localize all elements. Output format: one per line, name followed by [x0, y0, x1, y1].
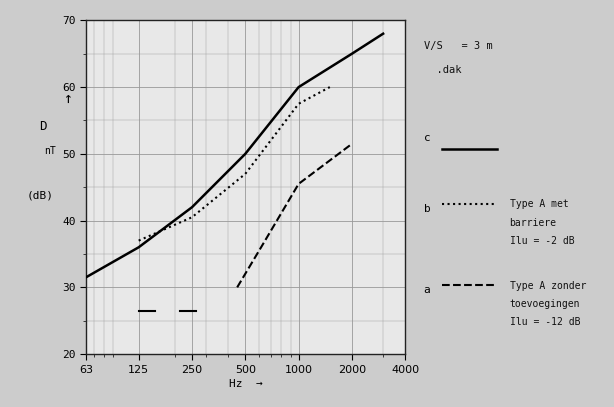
Text: nT: nT: [44, 146, 56, 155]
Text: (dB): (dB): [26, 190, 53, 200]
Text: V/S   = 3 m: V/S = 3 m: [424, 41, 492, 51]
Text: a: a: [424, 285, 430, 295]
Text: b: b: [424, 204, 430, 214]
Text: .dak: .dak: [424, 65, 461, 75]
Text: barriere: barriere: [510, 218, 557, 228]
Text: Ilu = -12 dB: Ilu = -12 dB: [510, 317, 580, 328]
Text: ↓: ↓: [60, 90, 69, 105]
Text: Type A zonder: Type A zonder: [510, 281, 586, 291]
Text: Ilu = -2 dB: Ilu = -2 dB: [510, 236, 574, 246]
X-axis label: Hz  →: Hz →: [229, 379, 262, 389]
Text: Type A met: Type A met: [510, 199, 569, 210]
Text: D: D: [39, 120, 47, 133]
Text: toevoegingen: toevoegingen: [510, 299, 580, 309]
Text: c: c: [424, 133, 430, 143]
